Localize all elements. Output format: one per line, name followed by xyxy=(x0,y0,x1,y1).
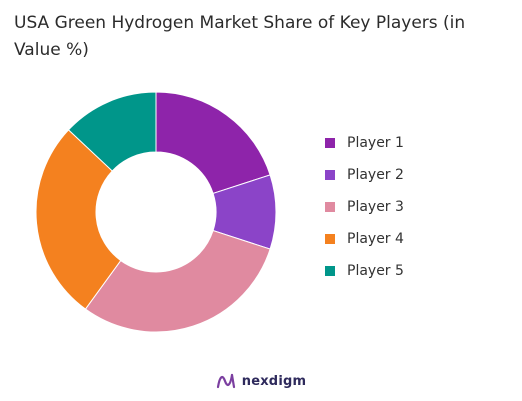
legend-item-player-4: Player 4 xyxy=(325,230,404,248)
legend-swatch xyxy=(325,266,335,276)
chart-legend: Player 1 Player 2 Player 3 Player 4 Player 5 xyxy=(325,134,404,280)
legend-swatch xyxy=(325,202,335,212)
nexdigm-logo-icon xyxy=(216,373,235,389)
legend-item-player-3: Player 3 xyxy=(325,198,404,216)
donut-slice-player-4 xyxy=(35,129,122,310)
legend-item-player-5: Player 5 xyxy=(325,262,404,280)
donut-slice-player-1 xyxy=(155,91,271,195)
legend-label: Player 3 xyxy=(347,199,404,215)
legend-item-player-1: Player 1 xyxy=(325,134,404,152)
legend-label: Player 4 xyxy=(347,231,404,247)
legend-label: Player 5 xyxy=(347,263,404,279)
legend-swatch xyxy=(325,138,335,148)
legend-swatch xyxy=(325,170,335,180)
donut-slice-player-5 xyxy=(67,91,157,172)
brand-name: nexdigm xyxy=(241,373,307,389)
legend-label: Player 2 xyxy=(347,167,404,183)
chart-title: USA Green Hydrogen Market Share of Key P… xyxy=(14,13,466,60)
legend-label: Player 1 xyxy=(347,135,404,151)
legend-item-player-2: Player 2 xyxy=(325,166,404,184)
legend-swatch xyxy=(325,234,335,244)
donut-slice-player-3 xyxy=(84,229,271,333)
brand-footer: nexdigm xyxy=(0,372,522,390)
